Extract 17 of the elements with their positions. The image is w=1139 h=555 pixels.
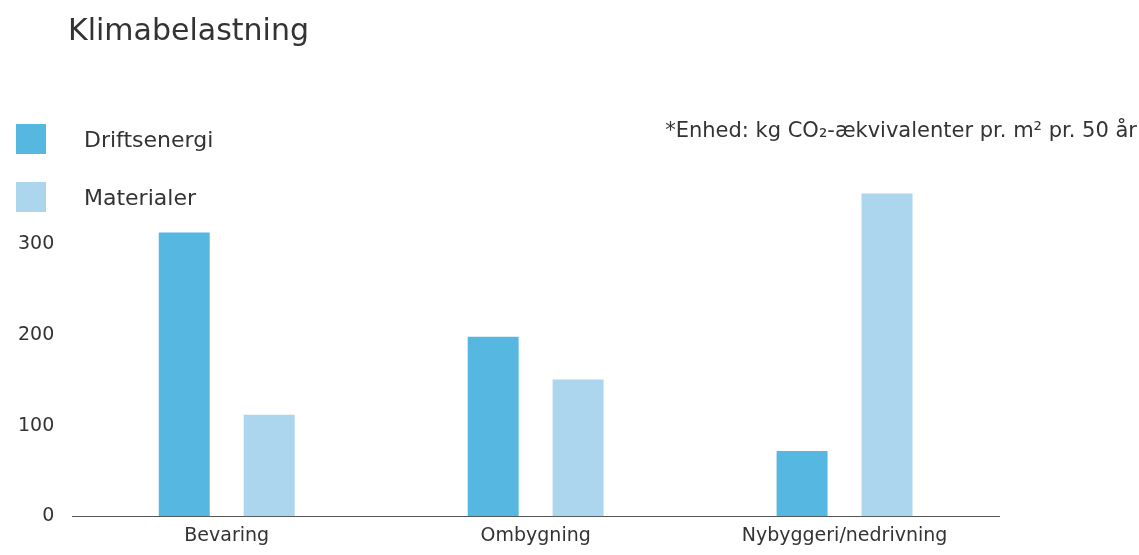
- bar: [158, 232, 210, 517]
- y-tick-label: 200: [18, 321, 55, 344]
- bar: [467, 336, 519, 517]
- bar: [243, 414, 295, 517]
- y-tick-label: 300: [18, 231, 55, 254]
- legend-label: Materialer: [84, 184, 196, 210]
- chart-title: Klimabelastning: [68, 12, 309, 47]
- bar: [552, 379, 604, 517]
- bar: [861, 193, 913, 517]
- y-tick-label: 0: [42, 503, 55, 526]
- x-tick-label: Ombygning: [480, 522, 591, 545]
- bar: [776, 450, 828, 517]
- y-tick-label: 100: [18, 412, 55, 435]
- x-tick-label: Bevaring: [184, 522, 270, 545]
- legend-label: Driftsenergi: [84, 126, 214, 152]
- x-tick-label: Nybyggeri/nedrivning: [741, 522, 948, 545]
- text: *Enhed: kg CO₂-ækvivalenter pr. m² pr. 50 år: [665, 118, 1137, 142]
